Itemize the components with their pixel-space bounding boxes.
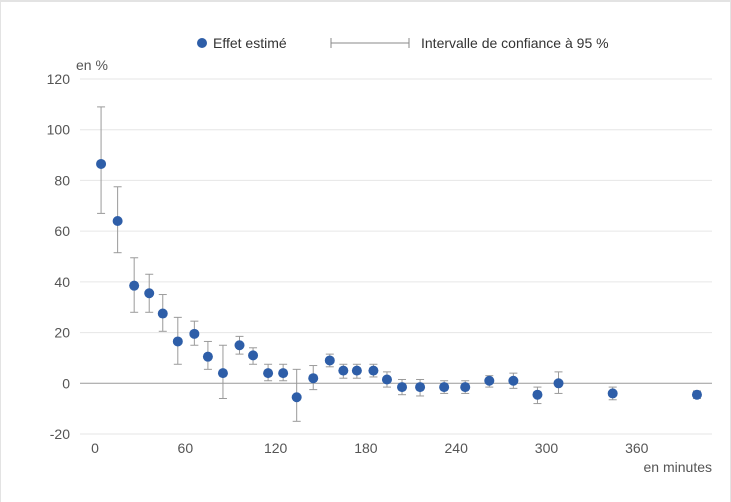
x-tick-label: 360: [625, 440, 649, 456]
data-point: [691, 389, 702, 400]
x-tick-label: 300: [535, 440, 559, 456]
data-point: [248, 350, 259, 361]
y-tick-label: 0: [62, 375, 70, 391]
data-point: [112, 216, 123, 226]
data-point: [202, 351, 213, 362]
data-point: [172, 336, 183, 347]
x-tick-label: 0: [91, 440, 99, 456]
legend: Effet estimé Intervalle de confiance à 9…: [197, 35, 609, 51]
data-point: [607, 388, 618, 399]
y-tick-label: 120: [47, 71, 71, 87]
y-axis-ticks: 120 100 80 60 40 20 0 -20: [47, 71, 71, 442]
legend-ci-label: Intervalle de confiance à 95 %: [421, 35, 609, 51]
data-point: [338, 365, 349, 376]
data-point: [397, 382, 408, 393]
data-point: [189, 328, 200, 339]
y-tick-label: 100: [47, 122, 71, 138]
data-point: [144, 288, 155, 299]
legend-effect-label: Effet estimé: [213, 35, 287, 51]
data-point: [217, 368, 228, 379]
data-point: [460, 382, 471, 393]
data-point: [553, 378, 564, 389]
data-point: [351, 365, 362, 376]
grid-lines: [80, 78, 712, 435]
data-point: [308, 373, 319, 384]
data-point: [324, 355, 335, 366]
x-axis-label: en minutes: [644, 459, 712, 475]
data-point: [532, 389, 543, 400]
data-point: [381, 374, 392, 385]
data-point: [439, 382, 450, 393]
data-point: [234, 340, 245, 351]
error-bars: [97, 106, 701, 422]
x-tick-label: 60: [178, 440, 194, 456]
y-tick-label: -20: [50, 426, 70, 442]
legend-effect-marker: [197, 38, 207, 48]
data-point: [96, 158, 107, 169]
data-point: [263, 368, 274, 379]
y-tick-label: 40: [54, 274, 70, 290]
x-tick-label: 240: [445, 440, 469, 456]
data-point: [291, 392, 302, 403]
y-tick-label: 60: [54, 223, 70, 239]
data-point: [508, 375, 519, 386]
data-point: [415, 382, 426, 393]
data-point: [368, 365, 379, 376]
x-tick-label: 120: [264, 440, 288, 456]
data-point: [157, 308, 168, 319]
y-tick-label: 80: [54, 172, 70, 188]
data-point: [129, 280, 140, 291]
y-tick-label: 20: [54, 325, 70, 341]
x-tick-label: 180: [354, 440, 378, 456]
legend-ci-marker: [330, 38, 410, 48]
data-point: [484, 375, 495, 386]
data-point: [278, 368, 289, 379]
y-axis-label: en %: [76, 57, 108, 73]
data-points: [96, 158, 702, 403]
x-axis-ticks: 0 60 120 180 240 300 360: [91, 440, 649, 456]
